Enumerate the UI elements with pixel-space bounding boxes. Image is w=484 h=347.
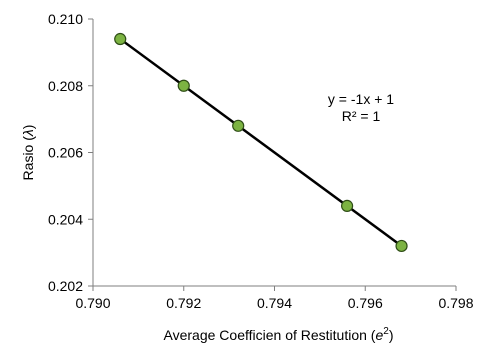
- y-axis-title-symbol: λ: [20, 129, 36, 137]
- x-tick-label: 0.796: [348, 295, 383, 311]
- x-axis-title-symbol: e: [375, 327, 383, 343]
- y-tick-label: 0.202: [48, 278, 83, 294]
- x-axis-title-text: Average Coefficien of Restitution (: [164, 327, 376, 343]
- r-squared-label: R² = 1: [342, 108, 381, 124]
- y-tick-label: 0.208: [48, 78, 83, 94]
- trendline-layer: [119, 38, 403, 247]
- x-axis-title-superscript: 2: [383, 326, 389, 337]
- trendline: [119, 38, 403, 247]
- x-tick-label: 0.798: [438, 295, 473, 311]
- x-tick-label: 0.794: [257, 295, 292, 311]
- data-points: [114, 32, 408, 253]
- x-axis-title-suffix: ): [389, 327, 394, 343]
- x-tick-label: 0.792: [166, 295, 201, 311]
- y-tick-label: 0.206: [48, 145, 83, 161]
- data-point: [177, 79, 190, 92]
- y-tick-label: 0.204: [48, 211, 83, 227]
- data-point: [395, 239, 408, 253]
- x-tick-label: 0.790: [75, 295, 110, 311]
- tick-marks: [88, 18, 457, 291]
- trendline-equation: y = -1x + 1: [328, 91, 394, 107]
- y-axis-title: Rasio (λ): [20, 125, 36, 181]
- x-axis-title: Average Coefficien of Restitution (e2): [164, 326, 394, 343]
- data-point: [341, 199, 354, 212]
- y-tick-label: 0.210: [48, 11, 83, 27]
- data-point: [232, 119, 245, 132]
- y-axis-title-text: Rasio (: [20, 136, 36, 181]
- tick-labels: 0.202 0.204 0.206 0.208 0.210 0.790 0.792 0.794…: [48, 11, 474, 311]
- data-point: [114, 32, 127, 46]
- y-axis-title-suffix: ): [20, 125, 36, 130]
